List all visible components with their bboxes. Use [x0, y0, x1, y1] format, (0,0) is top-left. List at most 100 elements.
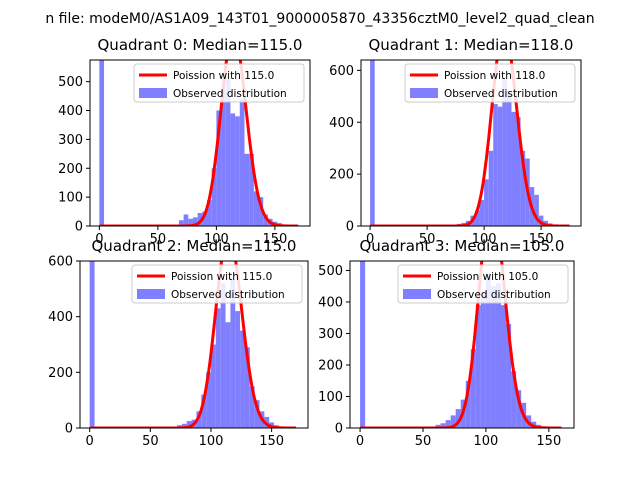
legend: Poission with 118.0 Observed distribution: [404, 63, 576, 103]
histogram-bar: [455, 409, 461, 428]
y-tick-label: 400: [58, 104, 83, 119]
histogram-bar: [263, 214, 268, 226]
y-tick-label: 0: [346, 220, 354, 235]
legend: Poission with 115.0 Observed distribution: [133, 63, 305, 103]
x-tick-label: 0: [356, 434, 364, 449]
x-tick-label: 150: [529, 232, 554, 247]
histogram-bar: [235, 311, 241, 428]
histogram-bar: [178, 220, 184, 226]
legend: Poission with 105.0 Observed distribution: [397, 264, 569, 304]
y-tick-label: 400: [318, 295, 343, 310]
histogram-bar: [450, 415, 456, 428]
histogram-bar: [538, 215, 544, 226]
histogram-bar: [249, 153, 254, 226]
histogram-bar: [534, 194, 539, 226]
histogram-bar: [216, 110, 222, 226]
legend-label-poisson: Poission with 115.0: [173, 70, 274, 82]
histogram-bar: [206, 372, 211, 428]
poisson-curve: [99, 60, 299, 226]
histogram-bar: [479, 200, 485, 226]
histogram-bar: [502, 78, 507, 226]
axes-frame: [89, 59, 311, 227]
histogram-bar: [370, 60, 375, 226]
histogram-bar: [488, 150, 494, 226]
legend-box: [404, 63, 576, 103]
y-tick-label: 200: [48, 366, 73, 381]
histogram-bar: [258, 197, 264, 226]
subplot-title: Quadrant 1: Median=118.0: [369, 36, 574, 54]
histogram-bar: [230, 113, 236, 226]
y-tick-label: 200: [318, 358, 343, 373]
x-tick-label: 100: [472, 232, 497, 247]
y-tick-label: 600: [329, 64, 354, 79]
y-tick-label: 0: [335, 422, 343, 437]
histogram-bar: [207, 200, 212, 226]
legend-label-observed: Observed distribution: [173, 88, 287, 100]
y-tick-label: 400: [48, 310, 73, 325]
histogram-bar: [470, 349, 476, 428]
histogram-bar: [253, 191, 259, 226]
histogram-bar: [239, 98, 245, 226]
legend-label-poisson: Poission with 105.0: [437, 271, 538, 283]
histogram-bar: [495, 283, 502, 428]
axes-frame: [349, 260, 575, 429]
histogram-bar: [506, 324, 512, 428]
axes-frame: [79, 260, 309, 429]
histogram-bar: [254, 400, 260, 428]
y-tick-label: 500: [318, 264, 343, 279]
figure-suptitle: n file: modeM0/AS1A09_143T01_9000005870_…: [45, 11, 594, 27]
histogram-bar: [183, 214, 189, 226]
histogram-bar: [201, 394, 207, 428]
y-tick-label: 300: [58, 133, 83, 148]
legend-label-observed: Observed distribution: [171, 289, 285, 301]
legend-label-observed: Observed distribution: [444, 88, 558, 100]
y-tick-label: 100: [318, 390, 343, 405]
x-tick-label: 50: [419, 232, 436, 247]
legend-box: [131, 264, 303, 304]
histogram-bar: [511, 111, 517, 226]
y-tick-label: 100: [58, 191, 83, 206]
plot-area: [359, 261, 562, 428]
histogram-bar: [480, 292, 486, 428]
x-tick-label: 0: [86, 434, 94, 449]
poisson-curve: [89, 261, 297, 428]
x-tick-label: 0: [366, 232, 374, 247]
plot-area: [99, 60, 299, 226]
histogram-bar: [249, 386, 255, 428]
x-tick-label: 100: [204, 232, 229, 247]
histogram-bar: [360, 261, 366, 428]
y-tick-label: 500: [58, 75, 83, 90]
legend-bar-swatch: [139, 88, 167, 98]
histogram-bar: [493, 104, 498, 226]
y-tick-label: 0: [75, 220, 83, 235]
plot-area: [369, 60, 570, 226]
histogram-bar: [202, 211, 208, 226]
histogram-bar: [244, 347, 250, 428]
x-tick-label: 100: [199, 434, 224, 449]
histogram-bar: [215, 308, 221, 428]
legend-box: [397, 264, 569, 304]
legend-label-poisson: Poission with 118.0: [444, 70, 545, 82]
quadrant-2-panel: 0 50 100 150 0 200 400 600 Quadrant 2: Median=11…: [48, 237, 309, 449]
histogram-bar: [516, 117, 521, 226]
axes-frame: [360, 59, 582, 227]
histogram-bar: [197, 213, 203, 226]
quadrant-3-panel: 0 50 100 150 0 100 200 300 400 500 Quadrant 3: Med…: [318, 237, 575, 449]
subplot-title: Quadrant 3: Median=105.0: [360, 237, 565, 255]
histogram-bar: [490, 286, 496, 428]
legend-bar-swatch: [137, 289, 165, 299]
subplot-title: Quadrant 2: Median=115.0: [92, 237, 297, 255]
histogram-bar: [192, 217, 198, 226]
plot-area: [89, 261, 297, 428]
x-tick-label: 50: [415, 434, 432, 449]
histogram-bar: [474, 210, 480, 226]
histogram-bar: [225, 322, 231, 428]
histogram-bar: [210, 344, 216, 428]
histogram-bar: [445, 420, 451, 428]
histogram-bar: [440, 423, 446, 428]
y-tick-label: 600: [48, 255, 73, 270]
histogram-bar: [235, 116, 240, 226]
x-tick-label: 150: [259, 434, 284, 449]
histogram-bar: [220, 283, 226, 428]
